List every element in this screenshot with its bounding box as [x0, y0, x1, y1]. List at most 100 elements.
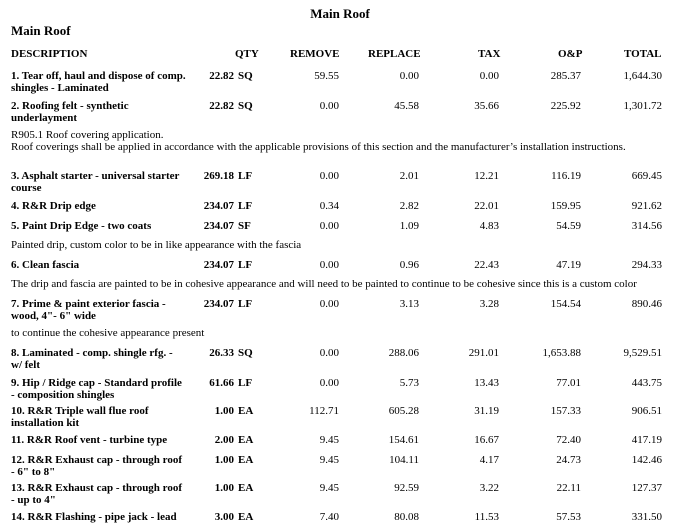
row-unit: EA	[238, 434, 254, 446]
row-total: 669.45	[631, 170, 662, 182]
row-remove: 59.55	[314, 70, 339, 82]
row-qty: 234.07	[203, 200, 234, 212]
row-op: 57.53	[556, 511, 581, 523]
row-remove: 9.45	[319, 482, 339, 494]
row-op: 285.37	[550, 70, 581, 82]
row-total: 443.75	[631, 377, 662, 389]
row-tax: 11.53	[474, 511, 499, 523]
row-op: 47.19	[556, 259, 581, 271]
row-description: 9. Hip / Ridge cap - Standard profile - …	[11, 377, 182, 401]
header-description: DESCRIPTION	[11, 48, 88, 60]
row-tax: 13.43	[474, 377, 499, 389]
row-tax: 12.21	[474, 170, 499, 182]
row-description: 13. R&R Exhaust cap - through roof - up …	[11, 482, 183, 506]
row-tax: 22.43	[474, 259, 499, 271]
note-cohesive: The drip and fascia are painted to be in…	[11, 278, 637, 290]
row-description: 8. Laminated - comp. shingle rfg. - w/ f…	[11, 347, 173, 371]
row-replace: 0.96	[399, 259, 419, 271]
row-op: 72.40	[556, 434, 581, 446]
row-description: 1. Tear off, haul and dispose of comp. s…	[11, 70, 186, 94]
row-op: 154.54	[550, 298, 581, 310]
row-description: 4. R&R Drip edge	[11, 200, 96, 212]
row-remove: 0.00	[319, 220, 339, 232]
row-replace: 0.00	[399, 70, 419, 82]
row-unit: EA	[238, 511, 254, 523]
row-remove: 112.71	[309, 405, 339, 417]
row-op: 116.19	[551, 170, 581, 182]
header-remove: REMOVE	[290, 48, 340, 60]
row-op: 54.59	[556, 220, 581, 232]
row-tax: 31.19	[474, 405, 499, 417]
row-description: 3. Asphalt starter - universal starter c…	[11, 170, 180, 194]
row-qty: 22.82	[209, 70, 234, 82]
row-unit: SQ	[238, 347, 253, 359]
row-unit: EA	[238, 454, 254, 466]
header-total: TOTAL	[624, 48, 662, 60]
row-op: 159.95	[550, 200, 581, 212]
row-qty: 22.82	[209, 100, 234, 112]
row-unit: LF	[238, 259, 253, 271]
page-title: Main Roof	[310, 6, 370, 21]
row-description: 11. R&R Roof vent - turbine type	[11, 434, 168, 446]
row-description: 7. Prime & paint exterior fascia - wood,…	[11, 298, 166, 322]
row-unit: SQ	[238, 100, 253, 112]
header-op: O&P	[558, 48, 583, 60]
row-description: 2. Roofing felt - synthetic underlayment	[11, 100, 129, 124]
row-qty: 3.00	[214, 511, 234, 523]
row-tax: 291.01	[468, 347, 499, 359]
row-remove: 0.00	[319, 377, 339, 389]
row-replace: 154.61	[388, 434, 419, 446]
row-tax: 4.17	[479, 454, 499, 466]
row-tax: 0.00	[479, 70, 499, 82]
row-unit: EA	[238, 482, 254, 494]
row-total: 417.19	[631, 434, 662, 446]
row-unit: SQ	[238, 70, 253, 82]
row-total: 890.46	[631, 298, 662, 310]
row-description: 5. Paint Drip Edge - two coats	[11, 220, 152, 232]
row-replace: 5.73	[399, 377, 419, 389]
table-header: DESCRIPTION QTY REMOVE REPLACE TAX O&P T…	[0, 48, 680, 64]
row-replace: 3.13	[399, 298, 419, 310]
row-op: 1,653.88	[542, 347, 582, 359]
row-total: 1,301.72	[623, 100, 663, 112]
row-description: 10. R&R Triple wall flue roof installati…	[11, 405, 149, 429]
row-qty: 1.00	[214, 405, 234, 417]
row-total: 906.51	[631, 405, 662, 417]
row-total: 294.33	[631, 259, 662, 271]
row-replace: 45.58	[394, 100, 419, 112]
row-replace: 104.11	[389, 454, 419, 466]
row-op: 24.73	[556, 454, 581, 466]
row-op: 22.11	[556, 482, 581, 494]
row-total: 921.62	[631, 200, 662, 212]
row-total: 331.50	[631, 511, 662, 523]
header-qty: QTY	[235, 48, 259, 60]
row-tax: 16.67	[474, 434, 499, 446]
row-unit: LF	[238, 377, 253, 389]
row-replace: 1.09	[399, 220, 419, 232]
header-tax: TAX	[478, 48, 501, 60]
row-unit: LF	[238, 170, 253, 182]
row-unit: LF	[238, 200, 253, 212]
row-total: 1,644.30	[623, 70, 663, 82]
row-replace: 605.28	[388, 405, 419, 417]
note-continue: to continue the cohesive appearance pres…	[11, 327, 205, 339]
row-qty: 2.00	[214, 434, 234, 446]
row-tax: 22.01	[474, 200, 499, 212]
row-op: 77.01	[556, 377, 581, 389]
note-painted-drip: Painted drip, custom color to be in like…	[11, 239, 302, 251]
row-description: 6. Clean fascia	[11, 259, 80, 271]
row-qty: 1.00	[214, 454, 234, 466]
row-remove: 0.34	[319, 200, 339, 212]
section-title: Main Roof	[11, 23, 71, 38]
row-qty: 234.07	[203, 298, 234, 310]
row-description: 12. R&R Exhaust cap - through roof - 6" …	[11, 454, 183, 478]
row-remove: 0.00	[319, 298, 339, 310]
note-r905: R905.1 Roof covering application. Roof c…	[11, 129, 626, 153]
row-remove: 0.00	[319, 170, 339, 182]
row-replace: 2.01	[399, 170, 419, 182]
row-unit: EA	[238, 405, 254, 417]
row-unit: LF	[238, 298, 253, 310]
row-total: 314.56	[631, 220, 662, 232]
row-tax: 3.22	[479, 482, 499, 494]
row-qty: 26.33	[209, 347, 234, 359]
